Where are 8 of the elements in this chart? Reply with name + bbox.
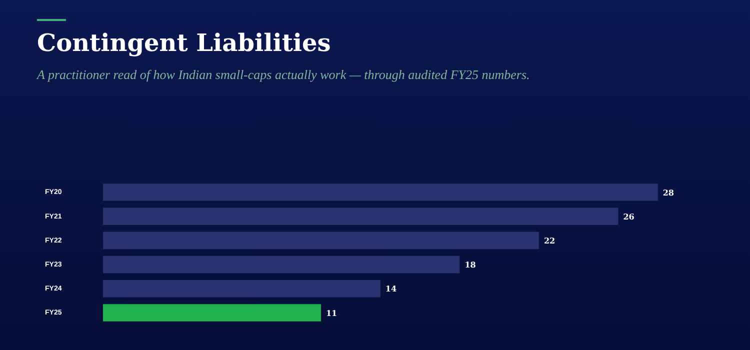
data-label: 28 xyxy=(662,187,674,198)
chart-title: Contingent Liabilities xyxy=(37,28,331,57)
data-label: 22 xyxy=(544,236,556,246)
data-label: 18 xyxy=(464,260,476,270)
data-label: 14 xyxy=(385,284,397,294)
data-label: 11 xyxy=(326,308,338,318)
data-label: 26 xyxy=(623,211,635,222)
chart-subtitle: A practitioner read of how Indian small-caps actually work — through audited FY25 numbers. xyxy=(37,67,530,83)
